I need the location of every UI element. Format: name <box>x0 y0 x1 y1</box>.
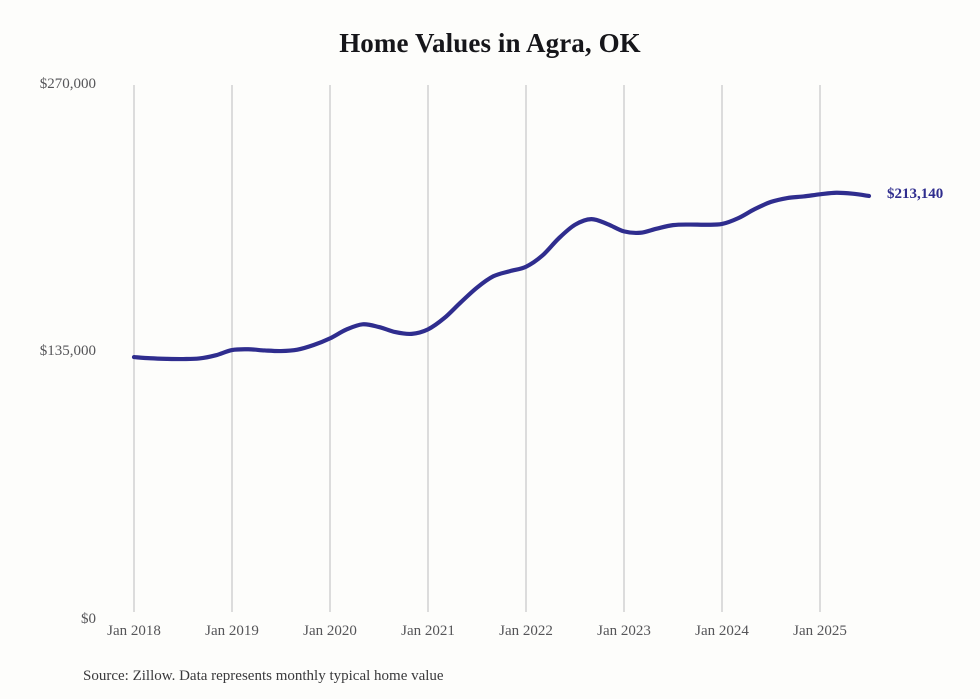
x-axis-label-2024: Jan 2024 <box>695 623 749 639</box>
y-axis-label-top: $270,000 <box>39 76 96 92</box>
y-axis-label-mid: $135,000 <box>39 343 96 359</box>
x-axis-label-2021: Jan 2021 <box>401 623 455 639</box>
source-note: Source: Zillow. Data represents monthly … <box>83 668 444 684</box>
x-axis-label-2020: Jan 2020 <box>303 623 357 639</box>
x-axis-label-2023: Jan 2023 <box>597 623 651 639</box>
x-axis-label-2018: Jan 2018 <box>107 623 161 639</box>
x-axis-label-2019: Jan 2019 <box>205 623 259 639</box>
x-axis-label-2022: Jan 2022 <box>499 623 553 639</box>
chart-title: Home Values in Agra, OK <box>339 28 641 58</box>
y-axis-label-zero: $0 <box>81 611 96 627</box>
x-axis-label-2025: Jan 2025 <box>793 623 847 639</box>
series-line-typical-home-value <box>131 190 872 362</box>
end-value-label: $213,140 <box>887 185 944 202</box>
